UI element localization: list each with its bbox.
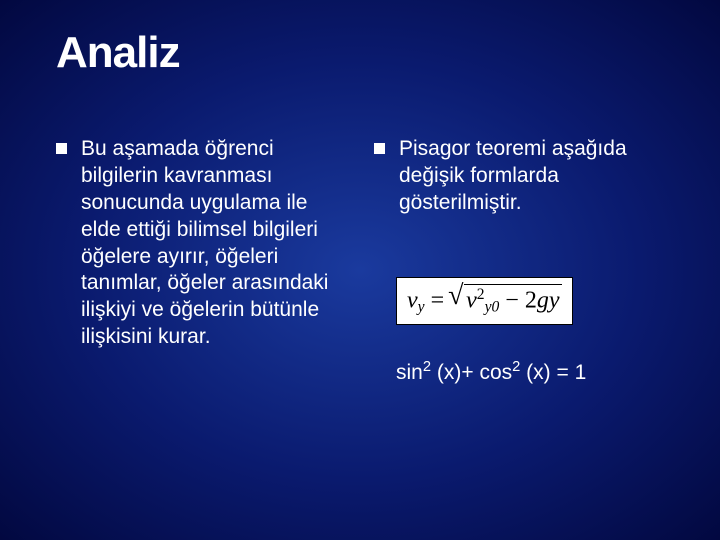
formula-rhs-sup1: 2 <box>477 286 485 303</box>
radical-sign-icon: √ <box>448 282 463 310</box>
bullet-square-icon <box>374 143 385 154</box>
formula-lhs-var: v <box>407 287 418 313</box>
bullet-item: Bu aşamada öğrenci bilgilerin kavranması… <box>56 136 346 351</box>
bullet-text: Bu aşamada öğrenci bilgilerin kavranması… <box>81 136 346 351</box>
content-columns: Bu aşamada öğrenci bilgilerin kavranması… <box>56 136 664 385</box>
slide: Analiz Bu aşamada öğrenci bilgilerin kav… <box>0 0 720 540</box>
left-column: Bu aşamada öğrenci bilgilerin kavranması… <box>56 136 346 385</box>
formula-minus: − 2 <box>499 287 537 313</box>
formula-lhs-sub: y <box>418 298 425 315</box>
bullet-text: Pisagor teoremi aşağıda değişik formlard… <box>399 136 664 217</box>
formula-radicand: v2y0 − 2gy <box>464 284 561 316</box>
formula-rhs-var1: v <box>466 287 477 313</box>
right-column: Pisagor teoremi aşağıda değişik formlard… <box>374 136 664 385</box>
eq-tail: (x) = 1 <box>520 361 586 384</box>
equation-line: sin2 (x)+ cos2 (x) = 1 <box>396 359 664 385</box>
eq-sup1: 2 <box>423 359 431 375</box>
sqrt-icon: √ v2y0 − 2gy <box>450 284 561 316</box>
formula-rhs-sub1: y0 <box>485 298 500 315</box>
bullet-item: Pisagor teoremi aşağıda değişik formlard… <box>374 136 664 217</box>
eq-sin: sin <box>396 361 423 384</box>
formula-y: y <box>549 287 560 313</box>
slide-title: Analiz <box>56 28 664 78</box>
eq-mid: (x)+ cos <box>431 361 512 384</box>
formula-g: g <box>537 287 549 313</box>
formula-image: vy = √ v2y0 − 2gy <box>396 277 573 325</box>
bullet-square-icon <box>56 143 67 154</box>
